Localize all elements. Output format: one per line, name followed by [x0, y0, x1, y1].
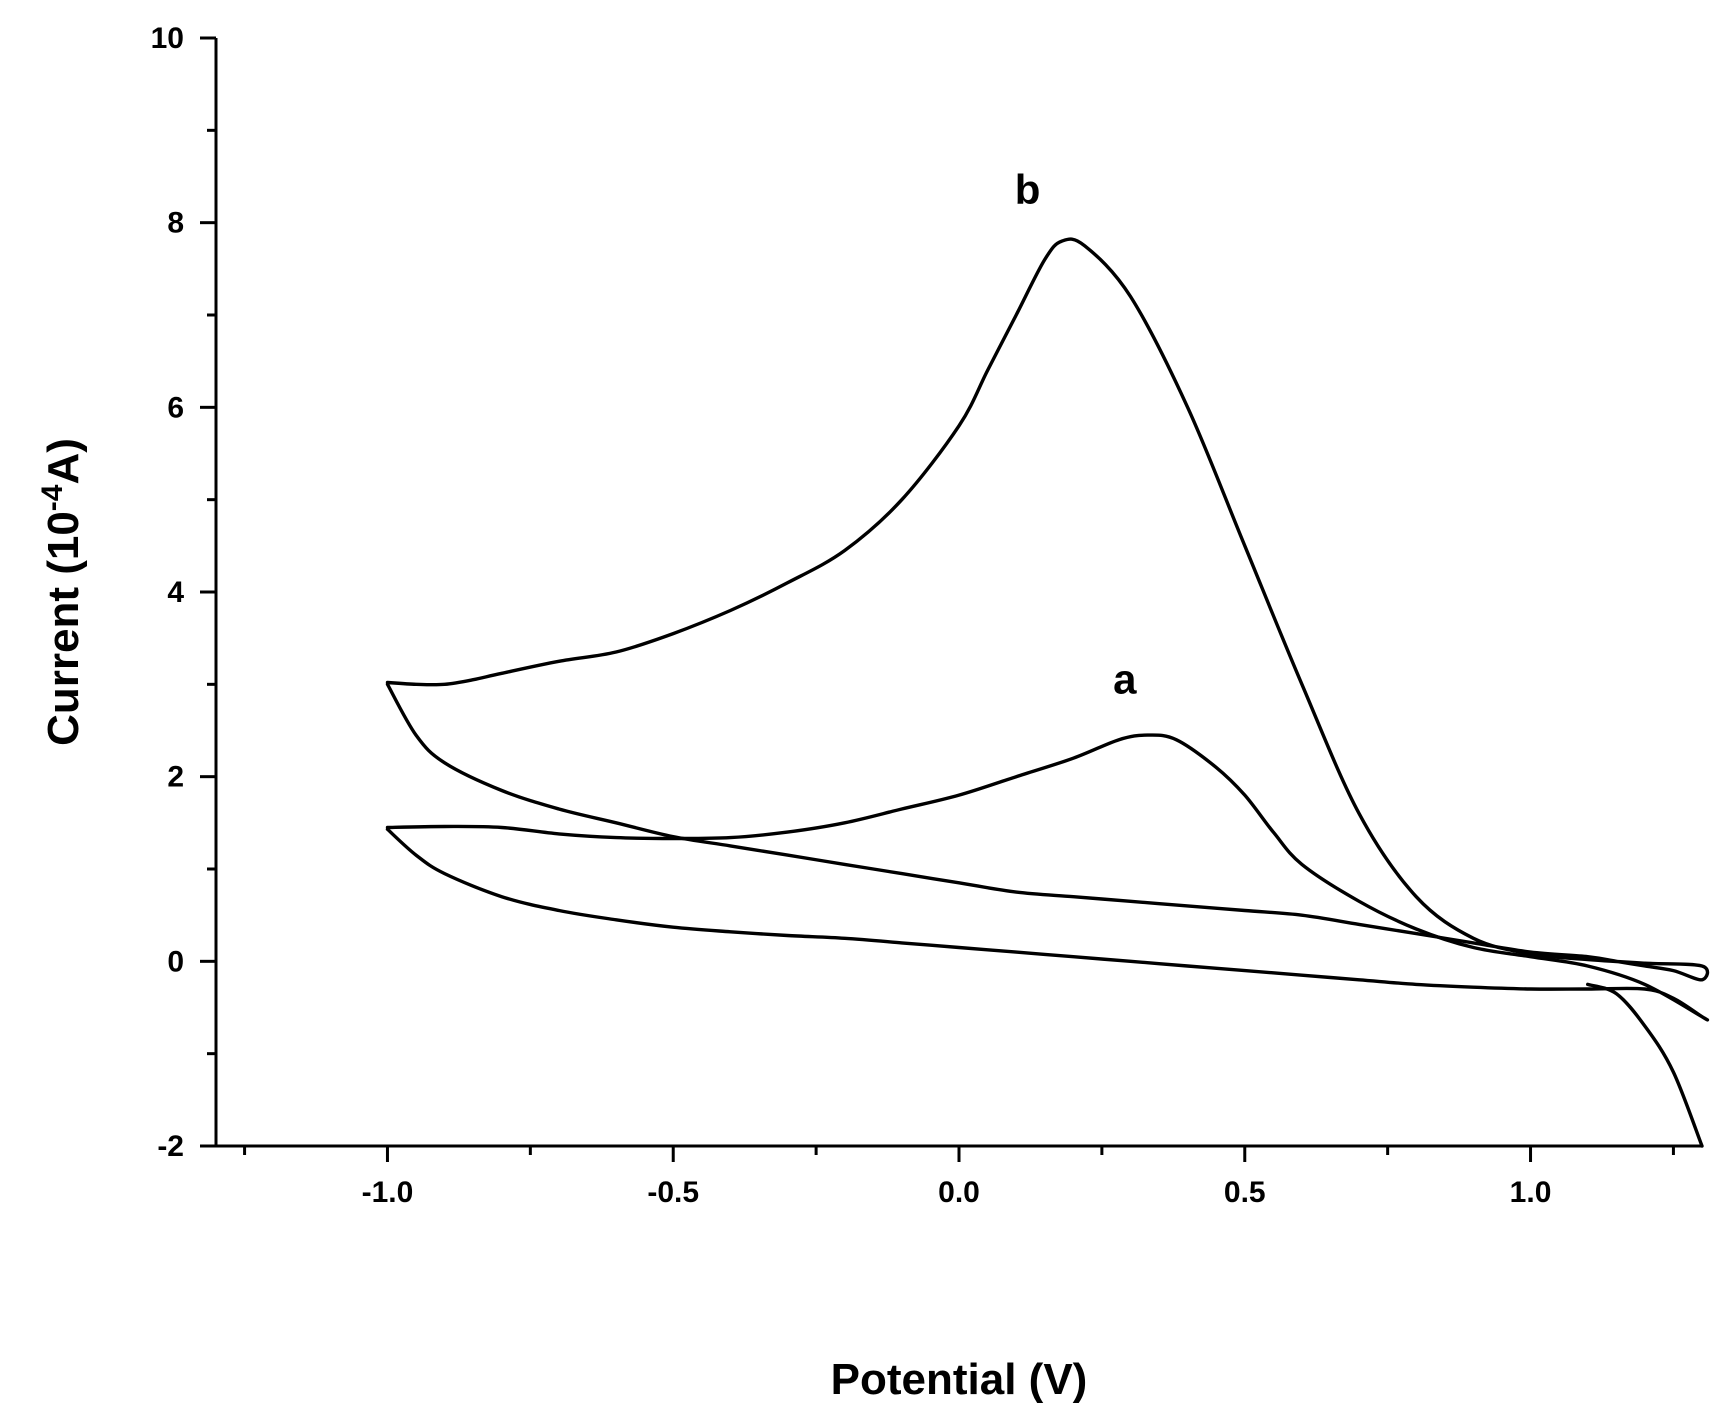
curve-label-a: a	[1113, 656, 1137, 703]
x-tick-label: 0.0	[938, 1176, 980, 1209]
y-tick-label: 0	[167, 945, 184, 978]
y-tick-label: 4	[167, 576, 184, 609]
x-axis-title: Potential (V)	[831, 1355, 1088, 1404]
y-tick-label: 8	[167, 207, 184, 240]
series-a-line	[385, 733, 1710, 1022]
y-axis-title-main: Current (10	[39, 511, 88, 746]
y-axis-title-tail: A)	[39, 438, 88, 484]
series-b-line	[385, 237, 1710, 982]
y-tick-label: 6	[167, 391, 184, 424]
x-tick-label: -0.5	[647, 1176, 699, 1209]
series-tail-line	[1586, 982, 1704, 1148]
y-axis-title: Current (10-4A)	[36, 438, 88, 746]
ticks	[200, 36, 1675, 1162]
y-tick-label: 2	[167, 761, 184, 794]
x-tick-label: -1.0	[362, 1176, 414, 1209]
y-tick-label: -2	[157, 1130, 184, 1163]
y-tick-label: 10	[151, 22, 184, 55]
x-tick-label: 0.5	[1224, 1176, 1266, 1209]
tick-labels: -1.0 -0.5 0.0 0.5 1.0 -2 0 2 4 6 8 10	[151, 22, 1552, 1209]
curve-label-b: b	[1015, 166, 1041, 213]
series-layer	[385, 237, 1710, 1148]
x-tick-label: 1.0	[1510, 1176, 1552, 1209]
y-axis-title-exponent: -4	[36, 484, 69, 511]
curve-labels: ab	[1015, 166, 1137, 702]
axes	[214, 38, 1702, 1148]
